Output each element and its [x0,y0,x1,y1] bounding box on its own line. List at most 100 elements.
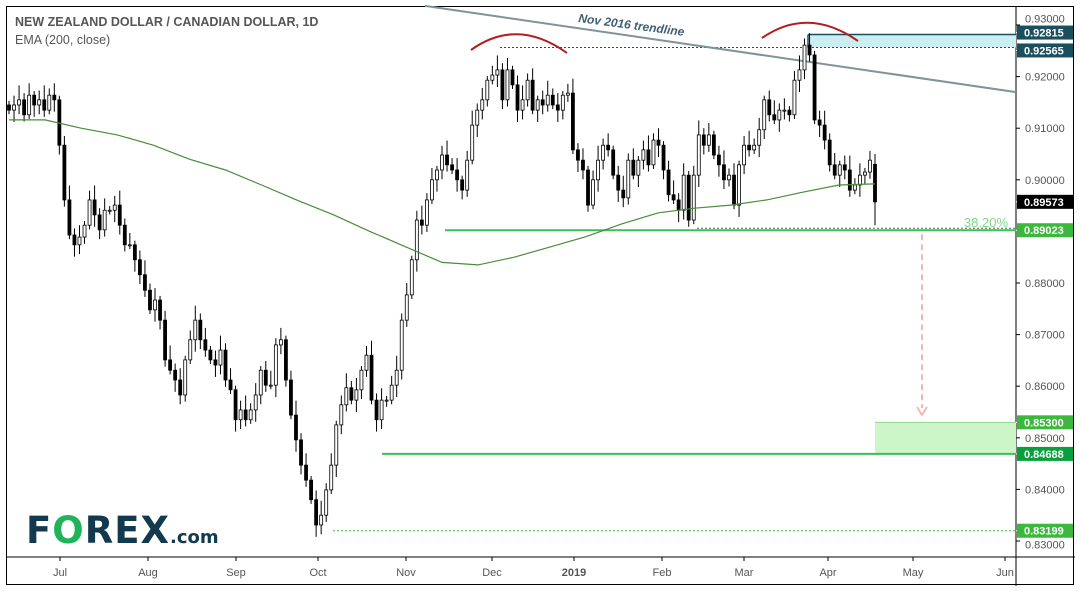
price-label: 0.85300 [1024,417,1064,429]
candle [350,381,353,404]
candle-body-up [642,150,645,160]
candle-body-up [400,320,403,370]
candle-body-down [874,164,877,202]
candle-body-down [164,320,167,360]
candle [179,368,182,404]
candle-body-down [617,175,620,190]
candle [853,178,856,194]
candle-body-up [838,165,841,175]
candle-body-down [828,140,831,165]
candle-body-up [637,160,640,175]
candle-body-down [229,380,232,390]
candle [451,158,454,174]
candle [279,328,282,354]
candle [652,133,655,169]
candle-body-up [108,210,111,211]
candle [753,139,756,154]
y-tick-label: 0.92000 [1025,72,1065,84]
candle-body-up [743,145,746,165]
candle [727,168,730,186]
x-tick-label: Oct [309,567,326,579]
candle-body-down [123,225,126,245]
candle [194,306,197,352]
candle-body-down [607,145,610,150]
candle [219,336,222,375]
candle [395,356,398,397]
candle [239,401,242,429]
candle-body-down [461,180,464,190]
x-tick-label: 2019 [562,567,586,579]
candle-body-up [597,160,600,180]
candle [858,163,861,197]
candle-body-down [305,465,308,480]
candle [169,345,172,374]
y-tick-label: 0.86000 [1025,381,1065,393]
candle-body-up [692,175,695,220]
candle-body-down [516,85,519,110]
candle-body-down [843,165,846,170]
candle-body-up [88,200,91,225]
candle [199,313,202,349]
candle-body-down [823,125,826,140]
candle-body-down [717,155,720,165]
candle-body-up [727,175,730,180]
candle [405,283,408,327]
candle [511,66,514,89]
candle-body-up [526,80,529,100]
candle [446,141,449,172]
candle-body-down [612,150,615,175]
candle [108,206,111,214]
candle-body-down [169,360,172,370]
candle [330,453,333,494]
candle [576,143,579,172]
candle-body-down [264,370,267,385]
candle [783,98,786,119]
candle [541,91,544,115]
candle [441,146,444,180]
candle-body-up [441,155,444,170]
x-tick-label: Feb [653,567,672,579]
candle [838,161,841,187]
candle-body-down [179,380,182,395]
candle [531,68,534,114]
candle [758,118,761,157]
y-tick-label: 0.83000 [1025,540,1065,552]
candle-body-up [189,340,192,360]
candle-body-down [576,150,579,160]
candle-body-down [501,70,504,100]
head-arc-left [471,34,567,53]
candle [843,156,846,180]
candle [536,96,539,122]
ema-200-line [9,120,875,265]
candle-body-down [702,135,705,145]
candle-body-down [138,260,141,275]
candle-body-down [556,105,559,110]
candle-body-down [773,115,776,120]
candle-body-down [788,110,791,115]
candle [154,288,157,322]
candle [818,111,821,137]
candle [622,176,625,207]
resistance-zone [808,35,1016,48]
candle-body-down [511,70,514,85]
candle-body-up [858,175,861,185]
candle [133,241,136,272]
candle-body-up [697,135,700,175]
candle-body-down [848,170,851,190]
candle-body-up [239,410,242,420]
candle-body-down [370,355,373,400]
candle [38,91,41,115]
candle [365,346,368,377]
x-tick-label: Nov [396,567,416,579]
candle-body-down [571,93,574,150]
candle-body-up [410,260,413,295]
candle-body-up [546,95,549,105]
candle [627,153,630,204]
target-zone [875,422,1016,454]
candle [581,148,584,179]
candle-body-down [159,300,162,320]
candle-body-down [551,95,554,105]
candle-body-up [345,388,348,405]
candle-body-up [385,400,388,401]
